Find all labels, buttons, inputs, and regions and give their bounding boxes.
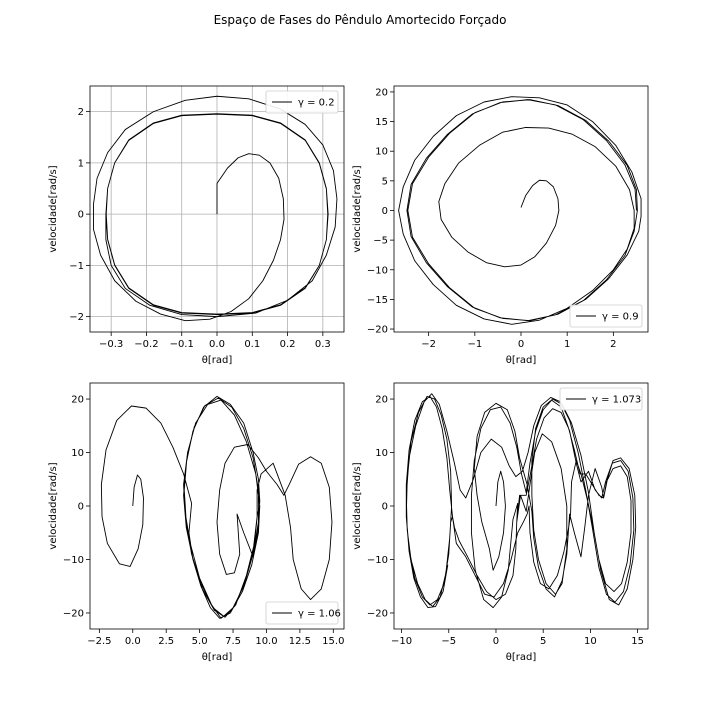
plot-area: [90, 383, 344, 629]
legend: γ = 0.2: [266, 91, 338, 113]
x-tick-label: 0.2: [280, 339, 296, 350]
x-tick-label: −0.3: [99, 339, 123, 350]
y-axis-label: velocidade[rad/s]: [48, 165, 59, 252]
y-tick-label: −1: [69, 261, 84, 272]
y-tick-label: −10: [63, 555, 84, 566]
y-tick-label: −10: [367, 555, 388, 566]
y-tick-label: 1: [78, 158, 84, 169]
x-tick-label: −10: [391, 636, 412, 647]
y-tick-label: 0: [382, 502, 388, 513]
x-tick-label: 0.3: [315, 339, 331, 350]
x-axis-label: θ[rad]: [506, 355, 537, 366]
y-tick-label: −5: [373, 236, 388, 247]
y-tick-label: 2: [78, 107, 84, 118]
x-tick-label: −0.1: [170, 339, 194, 350]
y-tick-label: −2: [69, 312, 84, 323]
x-tick-label: −0.2: [134, 339, 158, 350]
x-axis-label: θ[rad]: [202, 355, 233, 366]
figure-title: Espaço de Fases do Pêndulo Amortecido Fo…: [214, 13, 507, 27]
x-tick-label: 10.0: [255, 636, 277, 647]
x-tick-label: 15.0: [322, 636, 344, 647]
x-tick-label: 2: [610, 339, 616, 350]
x-tick-label: 0.1: [244, 339, 260, 350]
y-tick-label: 15: [375, 117, 388, 128]
y-tick-label: 20: [71, 395, 84, 406]
x-tick-label: 5.0: [192, 636, 208, 647]
subplot-gamma-0-9: −2 −1 0 1 2−20−15−10−505101520θ[rad]velocida…: [352, 86, 648, 366]
x-tick-label: 0.0: [209, 339, 225, 350]
x-tick-label: −2: [421, 339, 436, 350]
x-tick-label: 5: [540, 636, 546, 647]
plot-area: [394, 86, 648, 332]
subplot-gamma-1-06: −2.5 0.0 2.5 5.0 7.5 10.0 12.5 15.0 −20 −10 0 10 20 θ…: [48, 383, 344, 663]
x-tick-label: 0.0: [125, 636, 141, 647]
x-tick-label: 2.5: [158, 636, 174, 647]
x-tick-label: −1: [467, 339, 482, 350]
y-tick-label: 20: [375, 87, 388, 98]
y-tick-label: 5: [382, 176, 388, 187]
x-tick-label: 1: [564, 339, 570, 350]
x-tick-label: 10: [584, 636, 597, 647]
y-tick-label: 10: [375, 448, 388, 459]
x-tick-label: −5: [441, 636, 456, 647]
legend-label: γ = 1.06: [298, 609, 341, 620]
x-tick-label: 0: [493, 636, 499, 647]
subplot-gamma-1-073: −10 −5 0 5 10 15 −20 −10 0 10 20 θ[rad] velocidade[r…: [352, 383, 648, 663]
plot-area: [394, 383, 648, 629]
x-tick-label: −2.5: [87, 636, 111, 647]
y-tick-label: 0: [78, 502, 84, 513]
y-tick-label: 20: [375, 395, 388, 406]
y-tick-label: 0: [78, 210, 84, 221]
y-tick-label: −20: [367, 325, 388, 336]
legend: γ = 1.073: [560, 388, 642, 410]
legend: γ = 0.9: [570, 305, 642, 327]
x-tick-label: 0: [518, 339, 524, 350]
y-tick-label: 0: [382, 206, 388, 217]
y-tick-label: −10: [367, 265, 388, 276]
x-axis-label: θ[rad]: [506, 652, 537, 663]
y-tick-label: 10: [71, 448, 84, 459]
y-axis-label: velocidade[rad/s]: [352, 165, 363, 252]
legend-label: γ = 0.9: [602, 312, 639, 323]
legend-label: γ = 0.2: [298, 98, 335, 109]
y-tick-label: −20: [63, 608, 84, 619]
subplot-gamma-0-2: −0.3 −0.2 −0.1 0.0 0.1 0.2 0.3 −2 −1 0 1 2 θ[rad] vel…: [48, 86, 344, 366]
y-tick-label: 10: [375, 147, 388, 158]
y-tick-label: −15: [367, 295, 388, 306]
x-axis-label: θ[rad]: [202, 652, 233, 663]
legend: γ = 1.06: [266, 602, 341, 624]
y-tick-label: −20: [367, 608, 388, 619]
x-tick-label: 15: [631, 636, 644, 647]
y-axis-label: velocidade[rad/s]: [48, 462, 59, 549]
legend-label: γ = 1.073: [592, 395, 641, 406]
x-tick-label: 7.5: [225, 636, 241, 647]
x-tick-label: 12.5: [289, 636, 311, 647]
y-axis-label: velocidade[rad/s]: [352, 462, 363, 549]
